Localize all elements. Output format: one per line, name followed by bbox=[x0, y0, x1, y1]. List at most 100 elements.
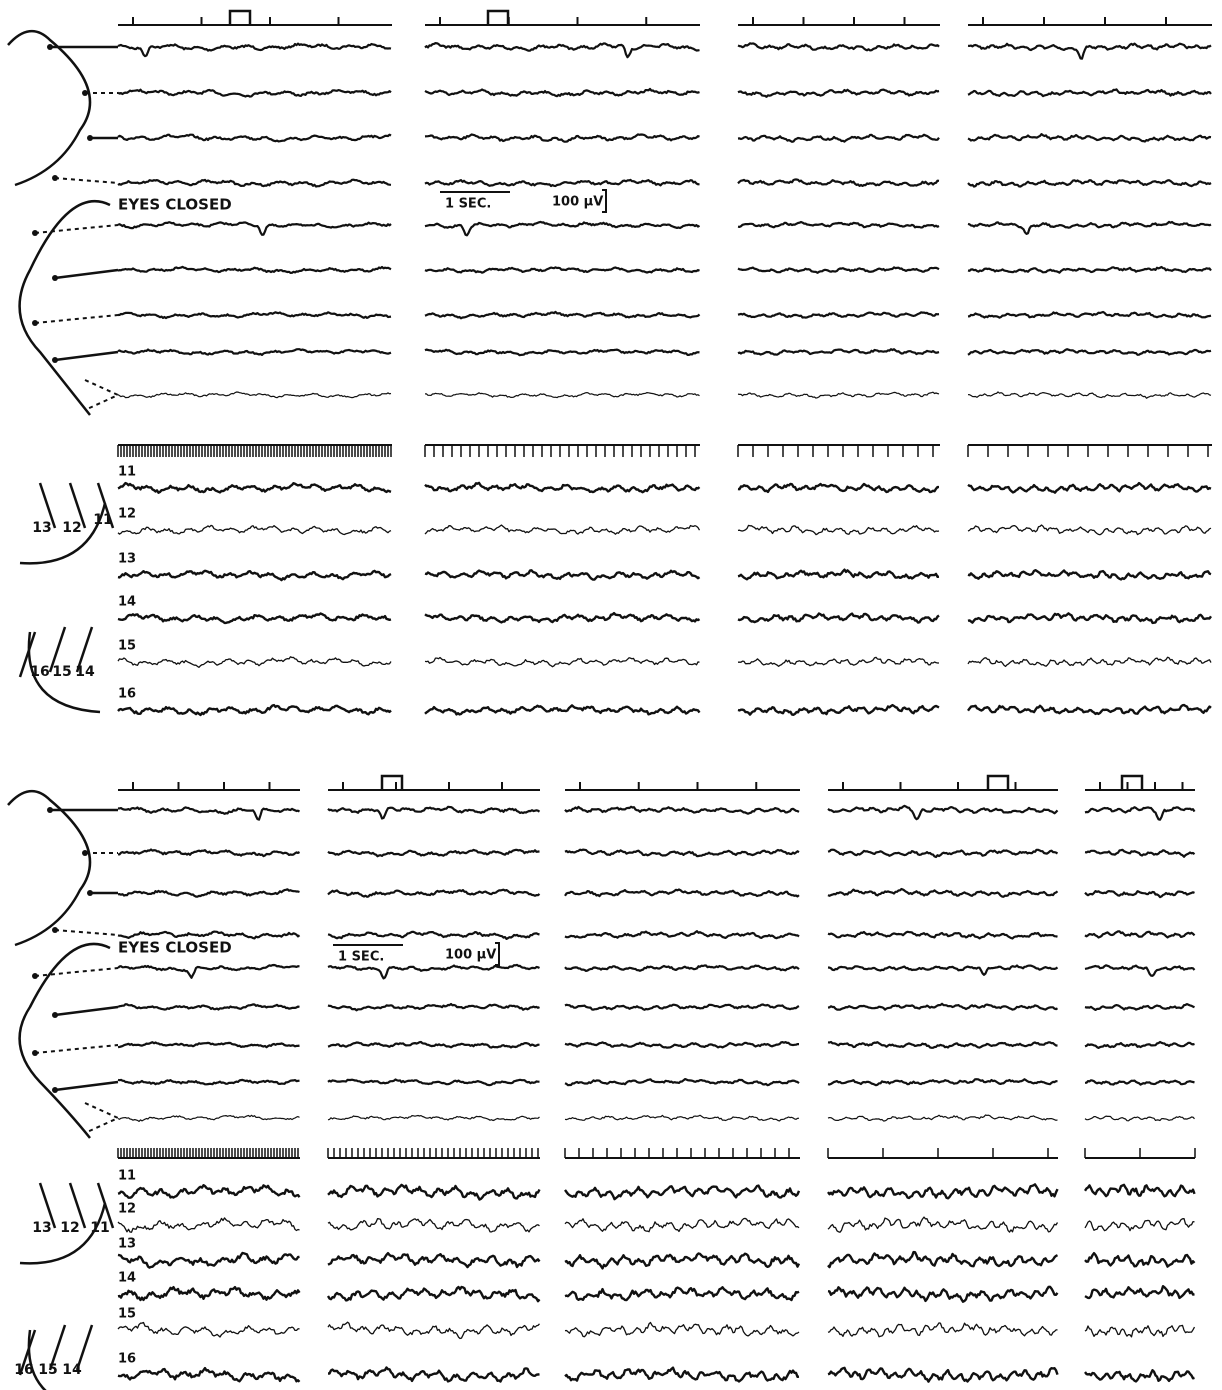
eeg-trace bbox=[827, 848, 1059, 859]
eeg-trace bbox=[424, 611, 701, 624]
amplitude-bar bbox=[602, 189, 607, 213]
electrode bbox=[87, 890, 93, 896]
eeg-trace bbox=[737, 612, 940, 624]
eeg-trace bbox=[117, 265, 392, 274]
electrode-lead bbox=[96, 482, 115, 529]
electrode-lead bbox=[48, 1324, 67, 1371]
eeg-trace bbox=[564, 848, 800, 858]
eeg-trace bbox=[1084, 848, 1196, 858]
channel-label: 14 bbox=[118, 1271, 136, 1286]
electrode-label: 14 bbox=[75, 664, 95, 680]
eeg-trace bbox=[424, 178, 700, 188]
eeg-trace bbox=[424, 481, 701, 494]
electrode bbox=[52, 275, 58, 281]
eeg-trace bbox=[967, 348, 1212, 356]
eeg-trace bbox=[327, 1252, 541, 1269]
channel-label: 14 bbox=[118, 595, 136, 610]
eeg-trace bbox=[1084, 1369, 1195, 1383]
eeg-trace bbox=[424, 524, 701, 535]
lead bbox=[54, 268, 119, 280]
eeg-trace bbox=[424, 348, 700, 357]
eeg-trace bbox=[1084, 1115, 1195, 1122]
eeg-trace bbox=[424, 133, 700, 143]
stimulus-pulse bbox=[1120, 774, 1144, 790]
eeg-trace bbox=[424, 220, 701, 237]
stimulus-pulse bbox=[986, 774, 1010, 790]
electrode-label: 12 bbox=[60, 1220, 79, 1236]
eeg-trace bbox=[564, 888, 800, 898]
stim-ticks bbox=[327, 1148, 539, 1158]
head-outline bbox=[7, 30, 92, 187]
eeg-trace bbox=[424, 569, 701, 581]
electrode-label: 15 bbox=[38, 1362, 57, 1378]
lead bbox=[84, 1102, 121, 1134]
eeg-trace bbox=[827, 1216, 1059, 1233]
eeg-trace bbox=[967, 481, 1212, 494]
channel-label: 15 bbox=[118, 639, 136, 654]
head-outline bbox=[27, 1329, 47, 1390]
eeg-trace bbox=[827, 930, 1058, 940]
electrode-lead bbox=[96, 1182, 115, 1229]
eeg-trace bbox=[117, 888, 300, 898]
eeg-trace bbox=[117, 88, 392, 98]
eeg-trace bbox=[827, 1250, 1059, 1269]
eeg-trace bbox=[328, 1366, 540, 1383]
eeg-trace bbox=[737, 133, 940, 143]
eeg-trace bbox=[117, 391, 392, 399]
eeg-trace bbox=[327, 1040, 540, 1049]
eeg-trace bbox=[117, 1078, 300, 1086]
eeg-trace bbox=[967, 265, 1212, 274]
eeg-trace bbox=[424, 266, 700, 274]
electrode-label: 11 bbox=[90, 1220, 109, 1236]
eeg-trace bbox=[967, 612, 1212, 625]
time-scale: 1 SEC. bbox=[445, 197, 491, 212]
electrode-lead bbox=[38, 482, 57, 529]
eeg-trace bbox=[827, 964, 1059, 976]
eeg-trace bbox=[117, 133, 392, 143]
head-outline bbox=[18, 200, 111, 416]
eeg-trace bbox=[564, 1114, 800, 1122]
eeg-trace bbox=[117, 178, 392, 188]
amplitude-bar bbox=[495, 942, 500, 966]
head-outline bbox=[19, 502, 107, 565]
electrode bbox=[52, 1087, 58, 1093]
annotation: EYES CLOSED bbox=[118, 939, 232, 957]
eeg-trace bbox=[827, 1183, 1059, 1200]
lead bbox=[54, 350, 119, 362]
eeg-trace bbox=[827, 1002, 1059, 1011]
electrode bbox=[47, 807, 53, 813]
eeg-trace bbox=[117, 612, 392, 625]
eeg-trace bbox=[737, 482, 939, 494]
eeg-trace bbox=[827, 887, 1059, 898]
stim-ticks bbox=[967, 445, 1209, 457]
lead bbox=[54, 929, 119, 936]
eeg-trace bbox=[117, 42, 392, 58]
amplitude-scale: 100 μV bbox=[445, 948, 496, 963]
electrode bbox=[32, 230, 38, 236]
eeg-trace bbox=[564, 1366, 800, 1383]
channel-label: 12 bbox=[118, 507, 136, 522]
eeg-trace bbox=[117, 221, 392, 236]
eeg-trace bbox=[117, 1366, 301, 1383]
eeg-trace bbox=[564, 964, 800, 972]
electrode bbox=[82, 850, 88, 856]
eeg-trace bbox=[117, 1041, 300, 1049]
eeg-trace bbox=[117, 703, 392, 717]
eeg-trace bbox=[967, 703, 1212, 716]
stim-ticks bbox=[424, 445, 696, 457]
eeg-trace bbox=[737, 391, 940, 399]
electrode-lead bbox=[68, 1182, 87, 1229]
eeg-trace bbox=[967, 310, 1212, 319]
eeg-trace bbox=[1084, 1285, 1195, 1300]
electrode bbox=[47, 44, 53, 50]
lead bbox=[34, 314, 119, 324]
electrode bbox=[32, 1050, 38, 1056]
electrode-label: 12 bbox=[62, 520, 81, 536]
eeg-trace bbox=[327, 1183, 541, 1201]
eeg-trace bbox=[117, 348, 392, 356]
eeg-trace bbox=[967, 524, 1212, 536]
eeg-trace bbox=[564, 1184, 801, 1201]
electrode bbox=[87, 135, 93, 141]
channel-label: 16 bbox=[118, 687, 136, 702]
